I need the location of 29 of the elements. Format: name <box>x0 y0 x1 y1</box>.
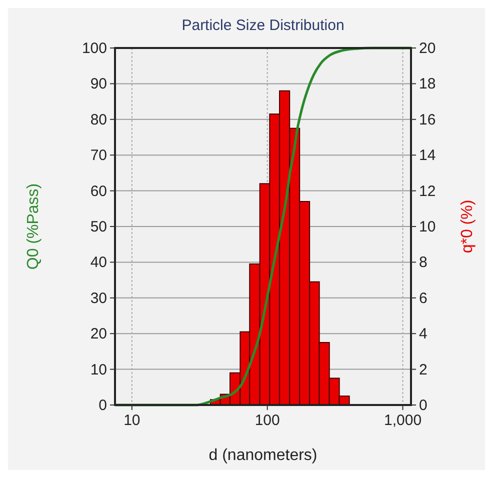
y-tick-label: 30 <box>90 290 107 307</box>
x-tick-label: 10 <box>124 412 140 429</box>
y2-tick-label: 14 <box>419 147 436 164</box>
y-tick-label: 70 <box>90 147 107 164</box>
x-tick-label: 1,000 <box>384 412 422 429</box>
y2-tick-label: 6 <box>419 290 428 307</box>
y-tick-label: 0 <box>98 397 107 414</box>
y2-tick-label: 12 <box>419 182 436 200</box>
y-tick-label: 60 <box>90 182 107 200</box>
y-tick-label: 100 <box>82 40 107 57</box>
y-tick-label: 80 <box>90 111 107 128</box>
y2-tick-label: 18 <box>419 76 436 93</box>
y2-tick-label: 2 <box>419 361 428 378</box>
y-tick-label: 90 <box>90 76 107 93</box>
y2-tick-label: 4 <box>419 326 428 343</box>
y2-tick-label: 20 <box>419 40 436 57</box>
y2-tick-label: 8 <box>419 254 428 272</box>
y2-tick-label: 16 <box>419 111 436 128</box>
x-tick-label: 100 <box>254 412 280 429</box>
x-axis-title: d (nanometers) <box>208 447 318 464</box>
y2-axis-title: q*0 (%) <box>459 200 476 254</box>
chart-title: Particle Size Distribution <box>182 17 344 34</box>
y-tick-label: 50 <box>90 218 107 236</box>
y-tick-label: 20 <box>90 326 107 343</box>
y-tick-label: 10 <box>90 361 107 378</box>
y-axis-title: Q0 (%Pass) <box>25 183 42 270</box>
y-tick-label: 40 <box>90 254 107 272</box>
y2-tick-label: 10 <box>419 218 436 236</box>
y2-tick-label: 0 <box>419 397 428 414</box>
